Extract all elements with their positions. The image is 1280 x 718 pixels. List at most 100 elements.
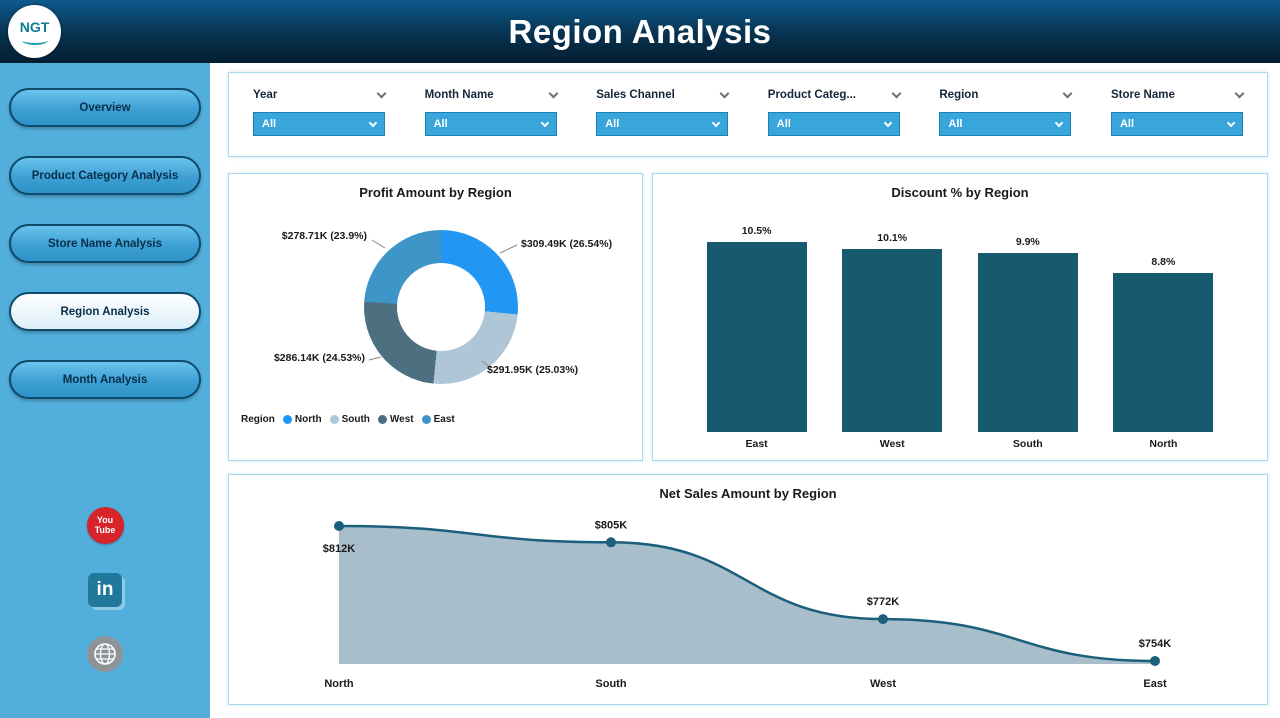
filter-region: Region All (939, 88, 1073, 156)
filter-sales-channel-select[interactable]: All (596, 112, 729, 136)
chart-title: Net Sales Amount by Region (659, 486, 837, 501)
filter-region-select[interactable]: All (939, 112, 1072, 136)
sidebar-item-label: Overview (79, 101, 131, 114)
slice-label-north: $309.49K (26.54%) (521, 238, 613, 250)
chevron-down-icon[interactable] (719, 88, 730, 99)
report-canvas: Year All Month Name All Sales Channel (210, 63, 1280, 718)
linkedin-text: in (96, 579, 114, 600)
filter-year-select[interactable]: All (253, 112, 385, 136)
chart-title: Profit Amount by Region (359, 185, 512, 200)
chart-title: Discount % by Region (891, 185, 1029, 200)
bar-category-label: West (879, 438, 905, 450)
filter-sales-channel: Sales Channel All (596, 88, 730, 156)
sidebar-item-overview[interactable]: Overview (9, 88, 201, 127)
filter-label: Store Name (1110, 89, 1175, 101)
slice-label-west: $286.14K (24.53%) (273, 352, 365, 364)
filter-product-category-select[interactable]: All (767, 112, 900, 136)
donut-chart: $309.49K (26.54%) $291.95K (25.03%) $286… (229, 174, 642, 460)
legend-item-north[interactable]: North (282, 414, 322, 425)
bar-west[interactable] (842, 249, 943, 432)
filter-label: Sales Channel (596, 89, 675, 101)
filter-bar: Year All Month Name All Sales Channel (228, 72, 1268, 157)
filter-region-header[interactable]: Region (939, 88, 1073, 101)
legend-dot (282, 415, 292, 424)
filter-value: All (1119, 118, 1135, 130)
sidebar-item-region-analysis[interactable]: Region Analysis (9, 292, 201, 331)
filter-label: Month Name (424, 89, 494, 101)
bar-value-label: 10.5% (741, 225, 772, 237)
youtube-icon[interactable]: You Tube (86, 507, 124, 544)
area-value-label: $805K (595, 519, 627, 531)
filter-store-name-select[interactable]: All (1110, 112, 1243, 136)
youtube-text-bottom: Tube (94, 524, 116, 535)
sidebar-item-label: Product Category Analysis (31, 169, 179, 182)
filter-value: All (433, 118, 448, 130)
chevron-down-icon (1055, 118, 1064, 127)
filter-value: All (776, 118, 791, 130)
bar-chart: 10.5% East 10.1% West 9.9% South 8.8% No… (677, 216, 1243, 452)
slice-label-south: $291.95K (25.03%) (487, 364, 579, 376)
chevron-down-icon[interactable] (548, 88, 559, 99)
bar-east[interactable] (706, 242, 807, 432)
bar-south[interactable] (977, 253, 1078, 432)
sidebar-item-label: Month Analysis (62, 373, 148, 386)
area-point-north[interactable] (334, 521, 344, 531)
chart-legend: Region North South West East (241, 414, 455, 425)
filter-store-name-header[interactable]: Store Name (1110, 88, 1245, 101)
chevron-down-icon[interactable] (376, 88, 387, 99)
area-chart-svg[interactable]: $812K $805K $772K $754K North South West East (229, 475, 1269, 706)
sidebar: Overview Product Category Analysis Store… (0, 63, 210, 718)
legend-label: South (341, 414, 370, 425)
sidebar-item-label: Region Analysis (60, 305, 150, 318)
bar-category-label: North (1149, 438, 1178, 450)
logo-text: NGT (19, 18, 50, 35)
bar-chart-card: Discount % by Region 10.5% East 10.1% We… (652, 173, 1268, 461)
chevron-down-icon[interactable] (1062, 88, 1073, 99)
filter-value: All (262, 118, 277, 130)
sidebar-item-month-analysis[interactable]: Month Analysis (9, 360, 201, 399)
bar-north[interactable] (1113, 273, 1214, 432)
filter-label: Product Categ... (767, 89, 856, 101)
filter-sales-channel-header[interactable]: Sales Channel (596, 88, 730, 101)
ngt-logo: NGT (8, 5, 61, 58)
area-line (338, 524, 1156, 663)
legend-dot (377, 415, 387, 424)
area-value-label: $772K (867, 596, 899, 608)
filter-month-name-header[interactable]: Month Name (424, 88, 559, 101)
filter-label: Year (253, 89, 278, 101)
sidebar-item-store-name-analysis[interactable]: Store Name Analysis (9, 224, 201, 263)
chevron-down-icon (883, 118, 893, 127)
sidebar-item-label: Store Name Analysis (48, 237, 162, 250)
chevron-down-icon[interactable] (891, 88, 902, 99)
linkedin-icon[interactable]: in (88, 573, 122, 607)
area-value-label: $754K (1139, 638, 1171, 650)
legend-item-south[interactable]: South (329, 414, 370, 425)
bar-column-west: 10.1% West (836, 232, 948, 452)
website-icon[interactable] (87, 636, 123, 672)
bar-column-east: 10.5% East (701, 225, 813, 452)
sidebar-item-product-category-analysis[interactable]: Product Category Analysis (9, 156, 201, 195)
area-category-label: North (324, 678, 354, 690)
youtube-text-top: You (96, 514, 114, 525)
area-category-label: South (595, 678, 626, 690)
bar-category-label: South (1012, 438, 1043, 450)
filter-year: Year All (253, 88, 387, 156)
filter-year-header[interactable]: Year (253, 88, 387, 101)
legend-label: North (294, 414, 322, 425)
legend-item-west[interactable]: West (377, 414, 414, 425)
legend-item-east[interactable]: East (421, 414, 455, 425)
area-point-south[interactable] (606, 537, 616, 548)
chevron-down-icon[interactable] (1234, 88, 1245, 99)
area-chart-card: Net Sales Amount by Region $812K $805K $77… (228, 474, 1268, 705)
area-point-east[interactable] (1150, 656, 1160, 666)
filter-value: All (948, 118, 963, 130)
filter-product-category-header[interactable]: Product Categ... (767, 88, 902, 101)
area-point-west[interactable] (878, 614, 888, 625)
globe-glyph (94, 643, 116, 665)
filter-value: All (605, 118, 620, 130)
area-fill (339, 526, 1155, 664)
header: NGT Region Analysis (0, 0, 1280, 63)
filter-month-name-select[interactable]: All (424, 112, 557, 136)
bar-category-label: East (745, 438, 768, 450)
area-category-label: West (870, 678, 896, 690)
